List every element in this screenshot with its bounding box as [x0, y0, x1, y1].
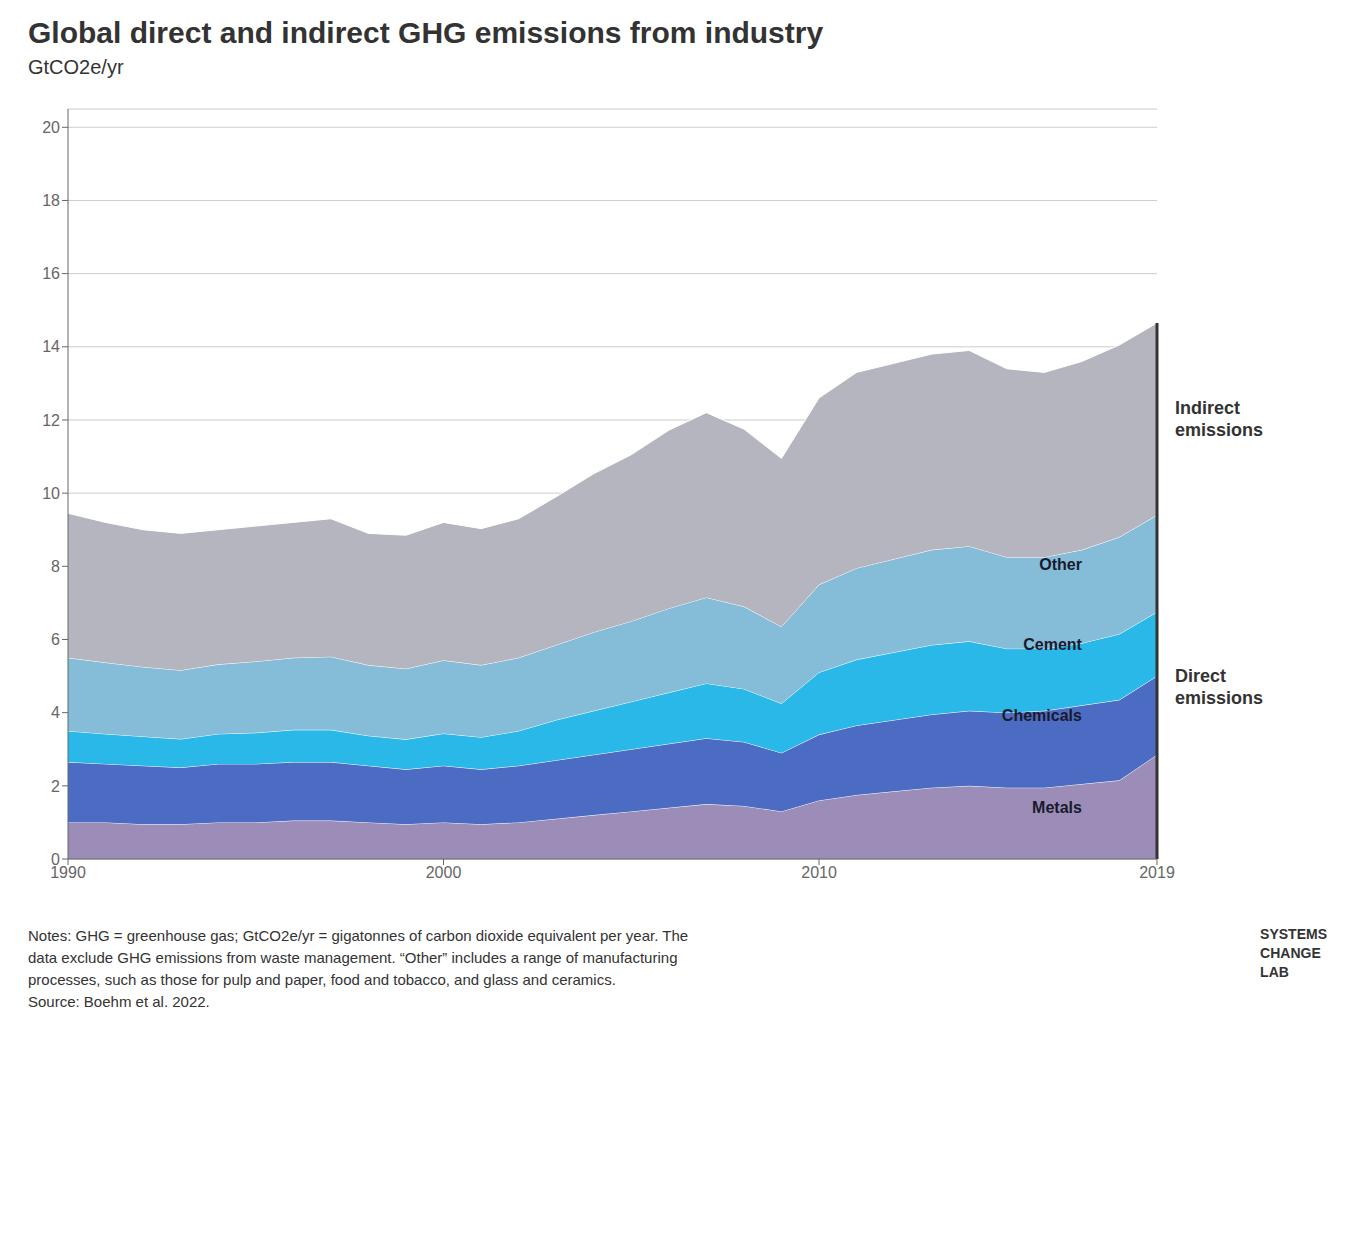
svg-text:14: 14: [42, 338, 60, 355]
svg-text:20: 20: [42, 119, 60, 136]
html-text:Notes: GHG = greenhouse gas; G: Notes: GHG = greenhouse gas; GtCO2e/yr =…: [28, 927, 689, 944]
svg-text:2010: 2010: [801, 864, 837, 881]
svg-text:2000: 2000: [426, 864, 462, 881]
html-text:Source: Boehm et al. 2022.: Source: Boehm et al. 2022.: [28, 993, 210, 1010]
svg-text:18: 18: [42, 192, 60, 209]
svg-text:Directemissions: Directemissions: [1175, 666, 1263, 709]
svg-text:0: 0: [51, 851, 60, 868]
svg-text:8: 8: [51, 558, 60, 575]
svg-text:2019: 2019: [1139, 864, 1175, 881]
html-text:processes, such as those for p: processes, such as those for pulp and pa…: [28, 971, 616, 988]
svg-text:4: 4: [51, 704, 60, 721]
svg-text:Other: Other: [1039, 555, 1082, 572]
svg-text:Chemicals: Chemicals: [1002, 707, 1082, 724]
svg-text:Indirectemissions: Indirectemissions: [1175, 398, 1263, 441]
svg-text:Cement: Cement: [1023, 636, 1082, 653]
svg-text:16: 16: [42, 265, 60, 282]
svg-text:6: 6: [51, 631, 60, 648]
html-text:Global direct and indirect GHG: Global direct and indirect GHG emissions…: [28, 16, 824, 49]
svg-text:12: 12: [42, 412, 60, 429]
svg-text:Metals: Metals: [1032, 798, 1082, 815]
svg-text:2: 2: [51, 778, 60, 795]
svg-text:1990: 1990: [50, 864, 86, 882]
html-text:GtCO2e/yr: GtCO2e/yr: [28, 56, 124, 78]
svg-text:10: 10: [42, 485, 60, 502]
html-text:SYSTEMS CHANGE LAB: SYSTEMS CHANGE LAB: [1260, 926, 1327, 980]
html-text:data exclude GHG emissions fro: data exclude GHG emissions from waste ma…: [28, 949, 678, 966]
